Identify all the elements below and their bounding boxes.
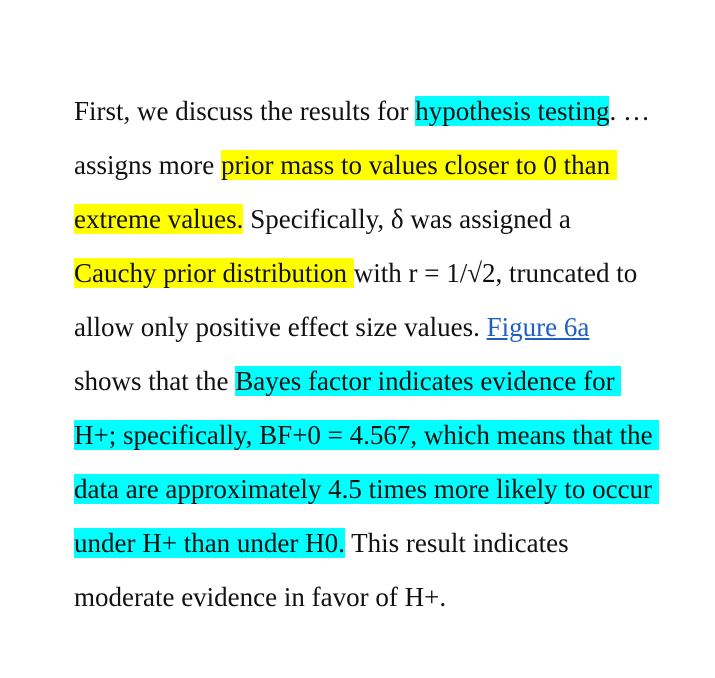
text-line-3: extreme values. Specifically, δ was assi… <box>47 138 715 234</box>
cyan-highlight: under H+ than under H0. <box>74 528 345 558</box>
cyan-highlight: hypothesis testing <box>415 96 610 126</box>
text-span: shows that the <box>74 366 236 396</box>
text-line-6: shows that the Bayes factor indicates ev… <box>47 300 715 396</box>
document-paragraph: First, we discuss the results for hypoth… <box>47 30 715 612</box>
yellow-highlight: prior mass to values closer to 0 than <box>220 150 617 180</box>
figure-6a-link[interactable]: Figure 6a <box>486 312 590 342</box>
text-span: . … <box>609 96 650 126</box>
cyan-highlight: data are approximately 4.5 times more li… <box>74 474 659 504</box>
text-span: First, we discuss the results for <box>74 96 416 126</box>
cyan-highlight: Bayes factor indicates evidence for <box>235 366 622 396</box>
text-line-5: allow only positive effect size values. … <box>47 246 715 342</box>
text-line-2: assigns more prior mass to values closer… <box>47 84 715 180</box>
text-line-1: First, we discuss the results for hypoth… <box>47 30 715 126</box>
text-span: assigns more <box>74 150 221 180</box>
yellow-highlight: extreme values. <box>74 204 244 234</box>
text-line-4: Cauchy prior distribution with r = 1/√2,… <box>47 192 715 288</box>
text-line-8: data are approximately 4.5 times more li… <box>47 408 715 504</box>
text-span: moderate evidence in favor of H+. <box>74 582 447 612</box>
text-span: This result indicates <box>344 528 569 558</box>
text-line-9: under H+ than under H0. This result indi… <box>47 462 715 558</box>
cyan-highlight: H+; specifically, BF+0 = 4.567, which me… <box>74 420 660 450</box>
text-span: allow only positive effect size values. <box>74 312 487 342</box>
yellow-highlight: Cauchy prior distribution <box>74 258 354 288</box>
text-span: Specifically, δ was assigned a <box>243 204 571 234</box>
text-line-7: H+; specifically, BF+0 = 4.567, which me… <box>47 354 715 450</box>
text-span: with r = 1/√2, truncated to <box>353 258 638 288</box>
